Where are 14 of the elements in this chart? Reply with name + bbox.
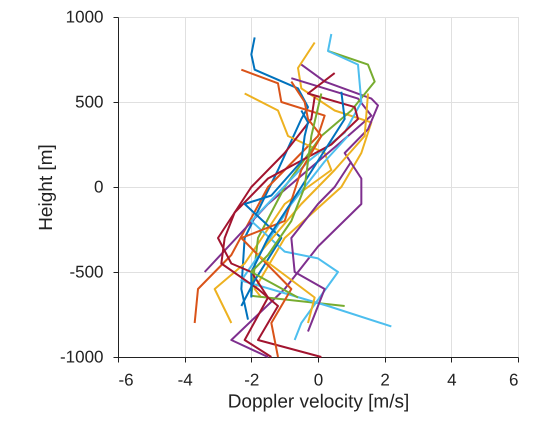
x-axis-title: Doppler velocity [m/s] — [228, 392, 410, 412]
x-tick-label: -4 — [178, 370, 193, 390]
y-tick-label: -500 — [69, 262, 104, 282]
x-tick-label: 2 — [380, 370, 390, 390]
x-tick-label: 0 — [314, 370, 324, 390]
y-tick-label: 500 — [75, 92, 104, 112]
y-axis-title: Height [m] — [36, 144, 58, 231]
y-tick-label: 1000 — [66, 8, 104, 26]
y-tick-label: -1000 — [60, 348, 104, 366]
y-tick-label: 0 — [94, 178, 104, 196]
x-tick-label: -2 — [244, 370, 260, 390]
x-tick-label: 6 — [509, 370, 518, 390]
x-tick-label: -6 — [118, 370, 134, 390]
x-tick-label: 4 — [447, 370, 457, 390]
